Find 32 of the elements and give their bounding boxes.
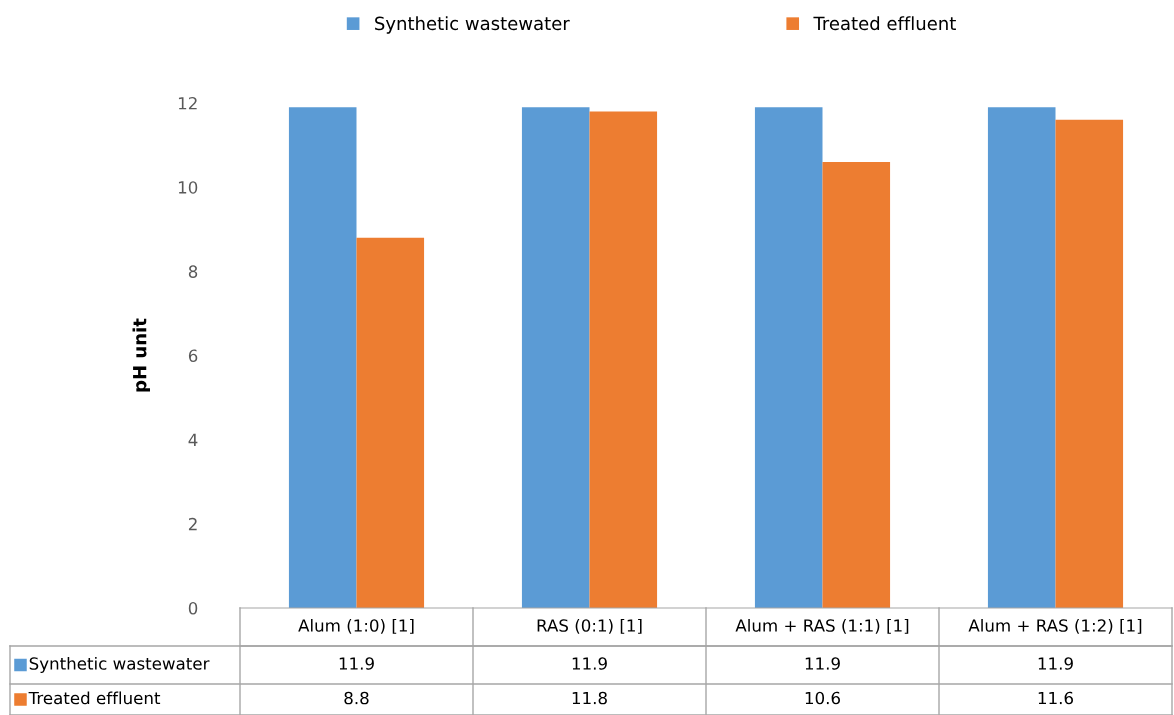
x-tick-label: Alum + RAS (1:2) [1]: [968, 618, 1142, 634]
y-tick-label: 2: [188, 517, 197, 531]
data-label: 11.6: [1038, 691, 1074, 705]
data-label: 11.9: [339, 657, 374, 670]
bar: [589, 111, 658, 608]
bar: [987, 107, 1056, 608]
bar: [1055, 119, 1124, 608]
y-tick-label: 12: [178, 96, 197, 110]
x-tick-label: Alum + RAS (1:1) [1]: [735, 618, 909, 634]
y-tick-label: 8: [188, 265, 198, 278]
y-tick-label: 4: [188, 433, 198, 446]
data-label: 10.6: [805, 691, 841, 705]
y-tick-label: 10: [178, 181, 198, 194]
data-label: 11.9: [572, 657, 607, 670]
data-label: 11.9: [805, 657, 840, 670]
text: Synthetic wastewater: [29, 656, 210, 674]
bar: [822, 161, 891, 608]
y-tick-label: 6: [188, 349, 198, 363]
text: Treated effluent: [28, 691, 161, 705]
bar: [356, 237, 425, 608]
bar: [754, 107, 823, 608]
data-label: 11.8: [572, 691, 607, 705]
bar: [288, 107, 357, 608]
y-axis-title: pH unit: [132, 318, 150, 392]
x-tick-label: Alum (1:0) [1]: [298, 618, 414, 634]
bar: [521, 107, 590, 608]
data-label: 8.8: [344, 691, 369, 705]
x-tick-label: RAS (0:1) [1]: [537, 618, 642, 634]
y-tick-label: 0: [188, 601, 198, 615]
legend-label: Treated effluent: [813, 16, 956, 31]
data-label: 11.9: [1038, 657, 1073, 670]
legend-label: Synthetic wastewater: [375, 16, 570, 34]
